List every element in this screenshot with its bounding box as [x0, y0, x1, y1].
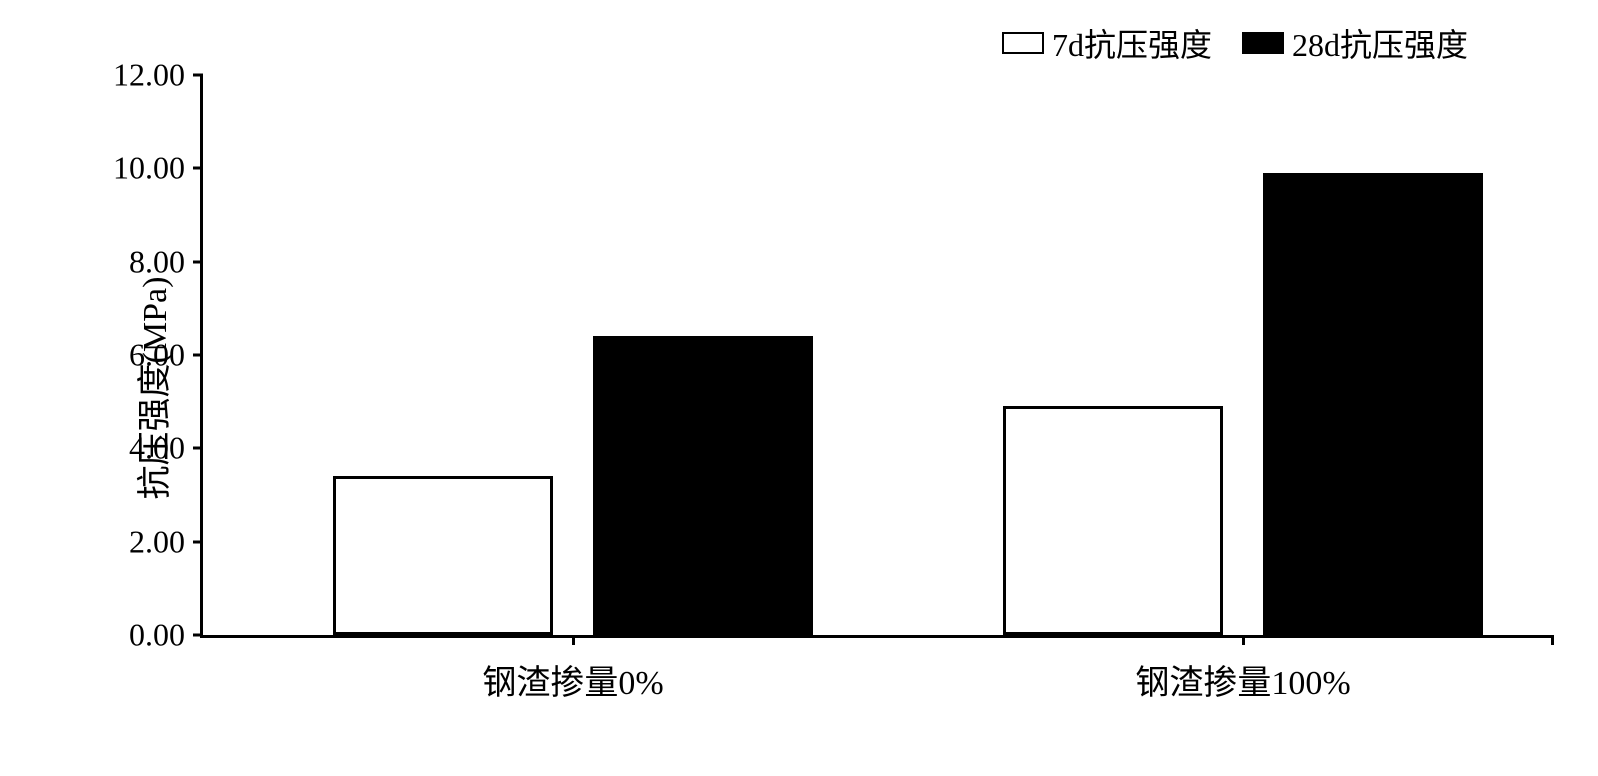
- plot-area: 0.002.004.006.008.0010.0012.00钢渣掺量0%钢渣掺量…: [200, 75, 1553, 638]
- x-axis-category-label: 钢渣掺量0%: [482, 655, 663, 704]
- bar: [1263, 173, 1483, 635]
- legend-swatch: [1242, 32, 1284, 54]
- y-axis-tick: 10.00: [113, 150, 203, 187]
- y-axis-tick: 6.00: [129, 337, 203, 374]
- y-axis-tick: 4.00: [129, 430, 203, 467]
- y-axis-tick-label: 8.00: [129, 243, 193, 280]
- y-axis-tick-label: 2.00: [129, 523, 193, 560]
- y-axis-tick-mark: [193, 260, 203, 263]
- y-axis-tick-mark: [193, 540, 203, 543]
- y-axis-tick: 2.00: [129, 523, 203, 560]
- y-axis-tick-mark: [193, 447, 203, 450]
- y-axis-tick-label: 10.00: [113, 150, 193, 187]
- bar: [1003, 406, 1223, 635]
- x-axis-category-label: 钢渣掺量100%: [1135, 655, 1350, 704]
- x-axis-tick-mark: [572, 635, 575, 645]
- y-axis-tick-mark: [193, 634, 203, 637]
- y-axis-tick-label: 6.00: [129, 337, 193, 374]
- y-axis-tick-label: 12.00: [113, 57, 193, 94]
- legend-label: 28d抗压强度: [1292, 20, 1468, 66]
- y-axis-tick-mark: [193, 354, 203, 357]
- x-axis-tick-mark: [1551, 635, 1554, 645]
- y-axis-tick: 12.00: [113, 57, 203, 94]
- chart-container: 7d抗压强度28d抗压强度 抗压强度(MPa) 0.002.004.006.00…: [20, 20, 1598, 756]
- legend-swatch: [1002, 32, 1044, 54]
- legend-item: 7d抗压强度: [1002, 20, 1212, 66]
- y-axis-tick-label: 0.00: [129, 617, 193, 654]
- legend-label: 7d抗压强度: [1052, 20, 1212, 66]
- legend-item: 28d抗压强度: [1242, 20, 1468, 66]
- y-axis-tick-mark: [193, 74, 203, 77]
- legend: 7d抗压强度 28d抗压强度: [1002, 20, 1468, 66]
- y-axis-tick: 8.00: [129, 243, 203, 280]
- y-axis-tick: 0.00: [129, 617, 203, 654]
- y-axis-tick-mark: [193, 167, 203, 170]
- x-axis-tick-mark: [1242, 635, 1245, 645]
- bar: [333, 476, 553, 635]
- y-axis-tick-label: 4.00: [129, 430, 193, 467]
- bar: [593, 336, 813, 635]
